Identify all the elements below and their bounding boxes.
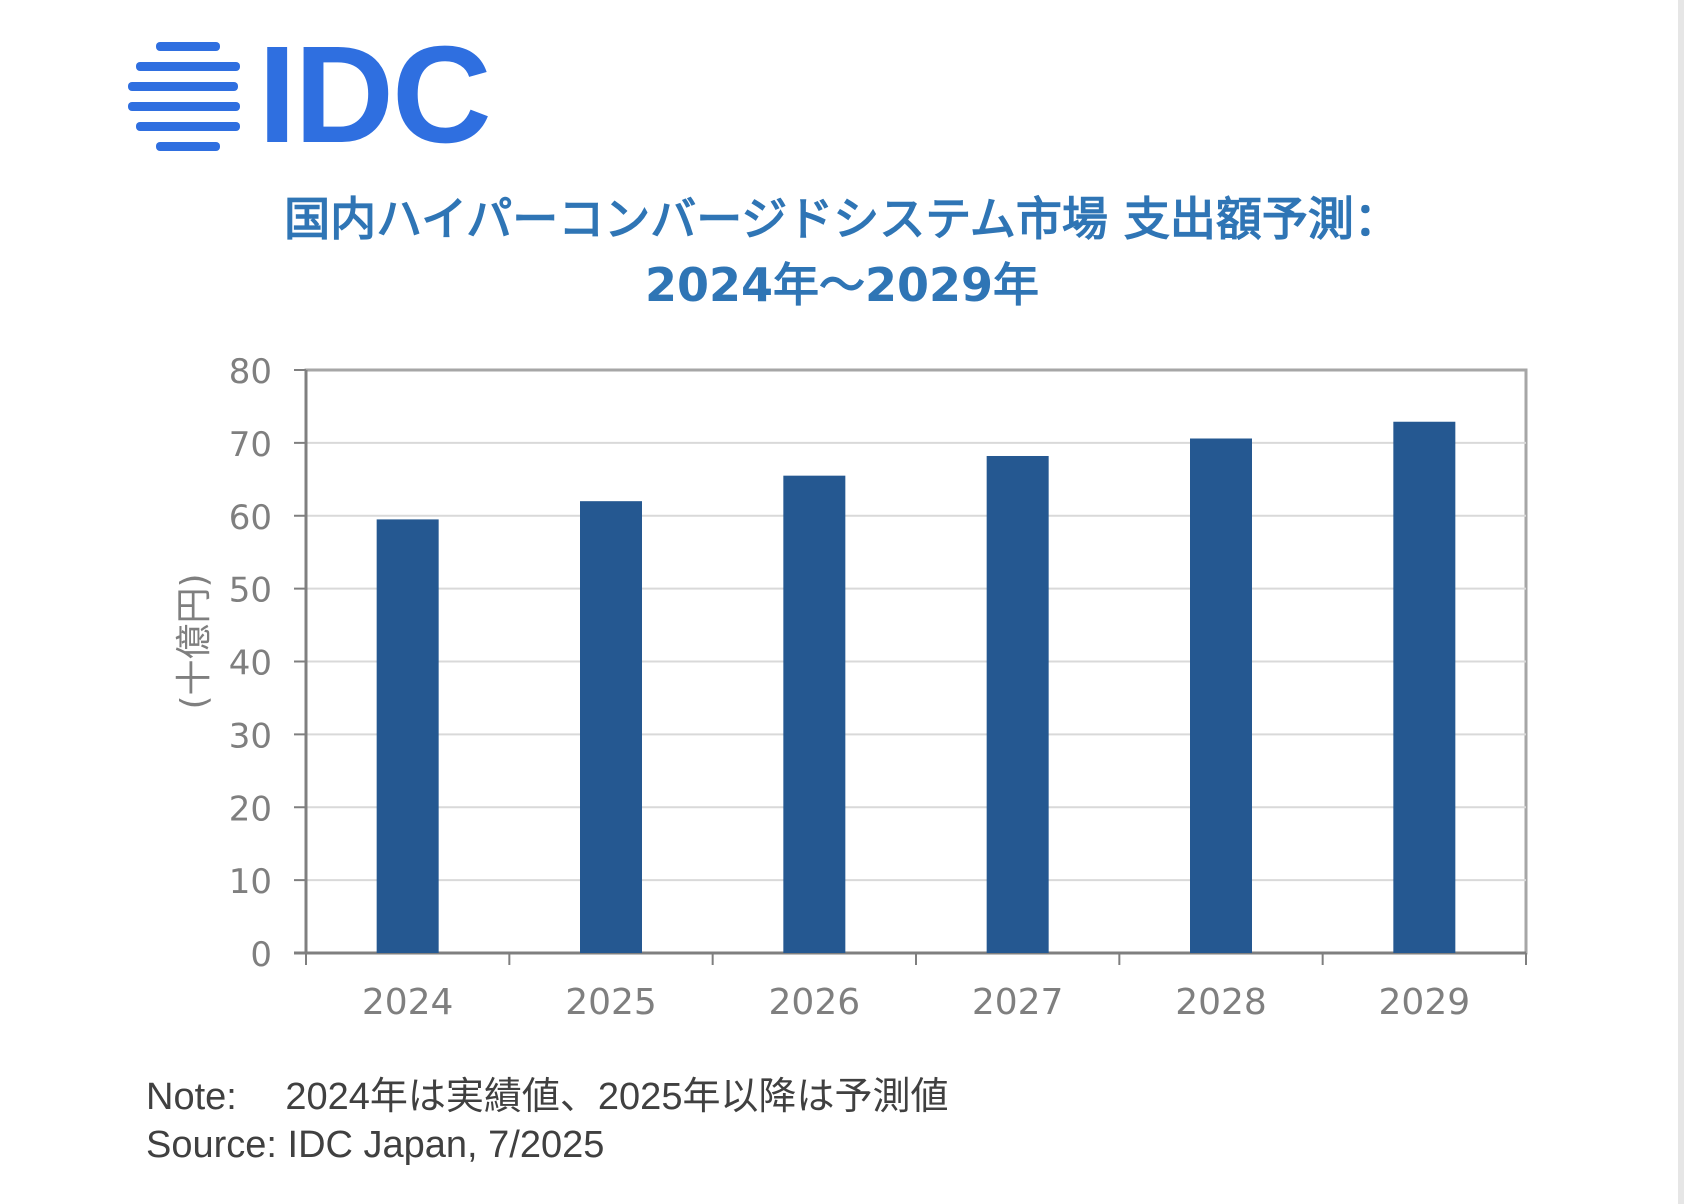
chart-title-line2: 2024年～2029年 [644, 258, 1040, 312]
chart-source: Source: IDC Japan, 7/2025 [146, 1124, 605, 1166]
y-tick-label: 10 [229, 862, 272, 902]
y-tick-label: 0 [250, 935, 272, 975]
x-tick-label: 2028 [1175, 982, 1267, 1023]
y-axis-title: (十億円) [174, 573, 215, 709]
logo-text: IDC [258, 18, 492, 172]
x-tick-label: 2026 [769, 982, 861, 1023]
bar-chart: 0 10 20 30 40 50 60 70 80 2024 2025 2026 2027 2028 202… [174, 352, 1528, 1023]
x-tick-label: 2029 [1379, 982, 1471, 1023]
bar-2024 [376, 519, 439, 953]
x-tick-label: 2025 [565, 982, 657, 1023]
idc-globe-icon [128, 42, 240, 151]
chart-title-line1: 国内ハイパーコンバージドシステム市場 支出額予測： [284, 192, 1400, 246]
bar-2027 [986, 455, 1049, 953]
y-tick-label: 40 [229, 644, 272, 684]
bar-2029 [1393, 421, 1456, 954]
y-tick-label: 30 [229, 716, 272, 756]
page-edge [1678, 0, 1684, 1204]
idc-logo: IDC [128, 26, 508, 164]
x-tick-label: 2027 [972, 982, 1064, 1023]
y-tick-label: 80 [229, 352, 272, 392]
y-tick-label: 50 [229, 571, 272, 611]
chart-note: Note: 2024年は実績値、2025年以降は予測値 [146, 1076, 949, 1118]
y-tick-label: 70 [229, 425, 272, 465]
bar-2026 [783, 475, 846, 953]
y-tick-label: 20 [229, 789, 272, 829]
x-tick-label: 2024 [362, 982, 454, 1023]
bar-2028 [1190, 438, 1252, 953]
bar-2025 [580, 501, 642, 953]
y-tick-label: 60 [229, 498, 272, 538]
